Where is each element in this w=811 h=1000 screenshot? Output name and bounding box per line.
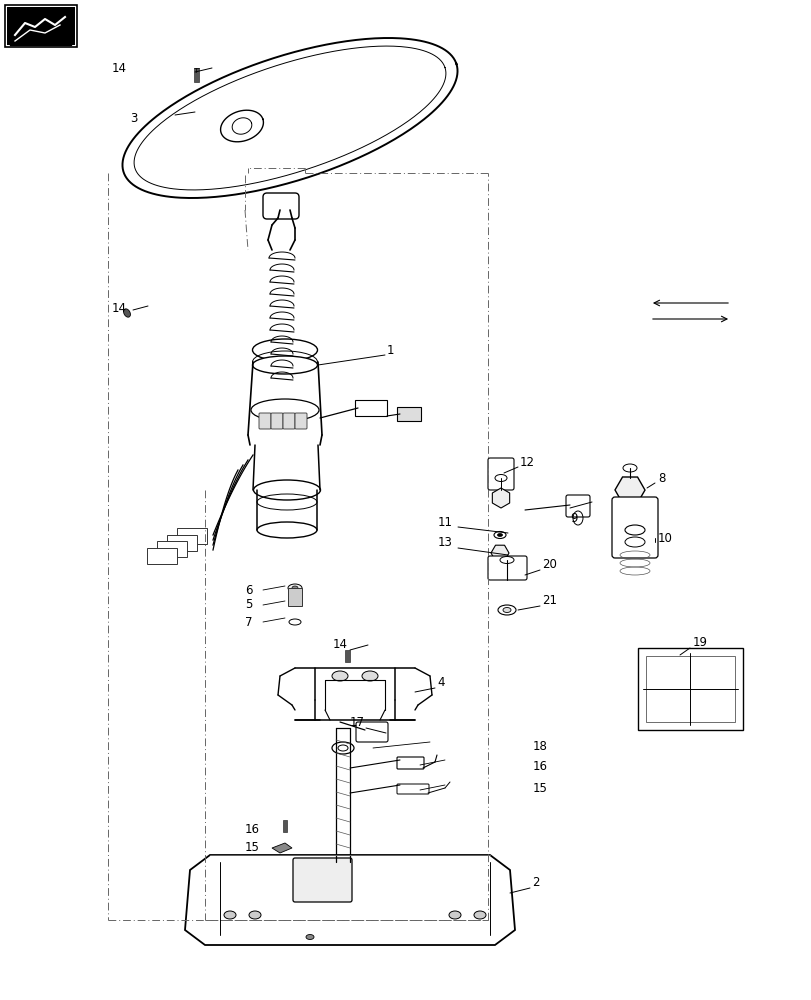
Text: 13: 13: [437, 536, 453, 550]
Text: 7: 7: [245, 615, 252, 628]
Ellipse shape: [474, 911, 486, 919]
Ellipse shape: [288, 584, 302, 592]
FancyBboxPatch shape: [565, 495, 590, 517]
Text: 21: 21: [541, 593, 556, 606]
Polygon shape: [185, 855, 514, 945]
Text: 2: 2: [531, 876, 539, 890]
Text: 6: 6: [245, 584, 252, 596]
Text: 3: 3: [130, 112, 137, 125]
FancyBboxPatch shape: [345, 650, 350, 662]
Ellipse shape: [502, 607, 510, 612]
Text: 16: 16: [532, 760, 547, 772]
FancyBboxPatch shape: [611, 497, 657, 558]
FancyBboxPatch shape: [293, 858, 351, 902]
Ellipse shape: [252, 356, 317, 374]
FancyBboxPatch shape: [283, 413, 294, 429]
FancyBboxPatch shape: [355, 722, 388, 742]
Text: 15: 15: [532, 782, 547, 794]
FancyBboxPatch shape: [487, 458, 513, 490]
Text: 19: 19: [692, 636, 707, 650]
FancyBboxPatch shape: [147, 548, 177, 564]
Text: 14: 14: [333, 638, 348, 652]
Text: 8: 8: [657, 472, 664, 485]
FancyBboxPatch shape: [397, 757, 423, 769]
FancyBboxPatch shape: [167, 535, 197, 551]
Ellipse shape: [257, 522, 316, 538]
FancyBboxPatch shape: [7, 7, 75, 45]
FancyBboxPatch shape: [288, 588, 302, 606]
Text: 15: 15: [245, 841, 260, 854]
Ellipse shape: [448, 911, 461, 919]
FancyBboxPatch shape: [397, 784, 428, 794]
Ellipse shape: [249, 911, 260, 919]
Text: 18: 18: [532, 739, 547, 752]
FancyBboxPatch shape: [487, 556, 526, 580]
Ellipse shape: [123, 309, 131, 317]
FancyBboxPatch shape: [354, 400, 387, 416]
FancyBboxPatch shape: [157, 541, 187, 557]
FancyBboxPatch shape: [5, 5, 77, 47]
FancyBboxPatch shape: [194, 68, 199, 82]
Ellipse shape: [292, 586, 298, 590]
Ellipse shape: [224, 911, 236, 919]
Text: 20: 20: [541, 558, 556, 572]
Text: 17: 17: [350, 715, 365, 728]
Text: 12: 12: [519, 456, 534, 468]
Polygon shape: [272, 843, 292, 853]
Text: 11: 11: [437, 516, 453, 530]
Text: 4: 4: [436, 676, 444, 690]
Ellipse shape: [497, 534, 502, 536]
Text: 5: 5: [245, 598, 252, 611]
Text: 14: 14: [112, 302, 127, 314]
Ellipse shape: [253, 480, 320, 500]
Text: 14: 14: [112, 62, 127, 75]
Ellipse shape: [337, 745, 348, 751]
Ellipse shape: [362, 671, 378, 681]
FancyBboxPatch shape: [271, 413, 283, 429]
Ellipse shape: [332, 671, 348, 681]
FancyBboxPatch shape: [397, 407, 420, 421]
FancyBboxPatch shape: [637, 648, 742, 730]
FancyBboxPatch shape: [177, 528, 207, 544]
FancyBboxPatch shape: [294, 413, 307, 429]
Text: 1: 1: [387, 344, 394, 357]
Text: 9: 9: [569, 512, 577, 524]
FancyBboxPatch shape: [259, 413, 271, 429]
FancyBboxPatch shape: [283, 820, 286, 832]
Text: 16: 16: [245, 823, 260, 836]
Text: 10: 10: [657, 532, 672, 544]
FancyBboxPatch shape: [263, 193, 298, 219]
Ellipse shape: [306, 934, 314, 939]
